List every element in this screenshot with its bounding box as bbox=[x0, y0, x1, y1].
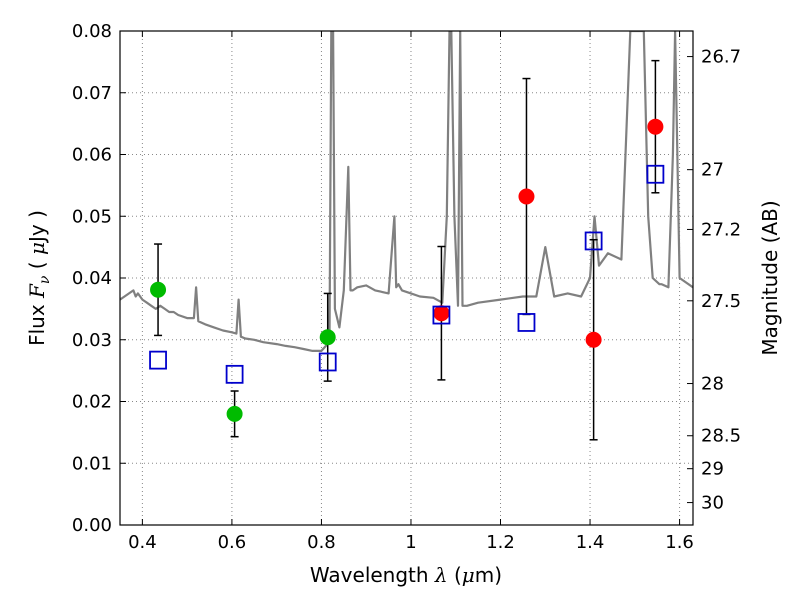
mag-tick-label: 28 bbox=[701, 374, 724, 395]
mag-tick-label: 29 bbox=[701, 459, 724, 480]
model-point bbox=[432, 305, 451, 325]
data-point bbox=[150, 281, 167, 298]
model-point bbox=[225, 364, 244, 384]
y-tick-label: 0.07 bbox=[72, 83, 112, 104]
series-0 bbox=[150, 243, 336, 438]
model-point bbox=[517, 313, 536, 332]
series-2 bbox=[149, 164, 665, 384]
sed-model-line bbox=[120, 31, 693, 352]
x-axis-label: Wavelength λ (μm) bbox=[310, 563, 502, 587]
y-tick-label: 0.01 bbox=[72, 453, 112, 474]
data-point bbox=[433, 305, 450, 322]
data-point bbox=[647, 118, 664, 135]
mag-tick-label: 30 bbox=[701, 493, 724, 514]
y-tick-label: 0.03 bbox=[72, 330, 112, 351]
mag-tick-label: 26.7 bbox=[701, 47, 741, 68]
y-tick-label: 0.00 bbox=[72, 515, 112, 536]
axes: 0.4 0.6 0.8 1 1.2 1.4 1.6 0.00 0.01 0.02 0.03 0.04 0… bbox=[72, 21, 741, 553]
mag-tick-label: 28.5 bbox=[701, 426, 741, 447]
x-tick-label: 1.4 bbox=[576, 532, 605, 553]
model-point bbox=[318, 352, 337, 372]
y-axis-label: Flux Fν ( μJy ) bbox=[25, 210, 53, 346]
y-tick-label: 0.06 bbox=[72, 145, 112, 166]
data-point bbox=[226, 405, 243, 422]
y-tick-label: 0.05 bbox=[72, 206, 112, 227]
x-tick-label: 0.8 bbox=[307, 532, 336, 553]
x-tick-label: 1.2 bbox=[486, 532, 515, 553]
sed-model-group bbox=[120, 31, 693, 352]
data-point bbox=[319, 329, 336, 346]
data-point bbox=[518, 188, 535, 205]
plot-background bbox=[120, 31, 693, 525]
mag-tick-label: 27 bbox=[701, 160, 724, 181]
y-tick-label: 0.02 bbox=[72, 392, 112, 413]
y2-axis-label: Magnitude (AB) bbox=[758, 200, 782, 355]
x-tick-label: 0.6 bbox=[218, 532, 247, 553]
model-point bbox=[584, 231, 603, 251]
x-tick-label: 1 bbox=[405, 532, 416, 553]
plot-area bbox=[120, 31, 693, 441]
model-point bbox=[149, 350, 167, 370]
model-point bbox=[646, 164, 665, 184]
mag-tick-label: 27.2 bbox=[701, 219, 741, 240]
y-tick-label: 0.08 bbox=[72, 21, 112, 42]
y-tick-label: 0.04 bbox=[72, 268, 112, 289]
data-point bbox=[585, 331, 602, 348]
x-tick-label: 1.6 bbox=[665, 532, 694, 553]
x-tick-label: 0.4 bbox=[128, 532, 157, 553]
mag-tick-label: 27.5 bbox=[701, 291, 741, 312]
